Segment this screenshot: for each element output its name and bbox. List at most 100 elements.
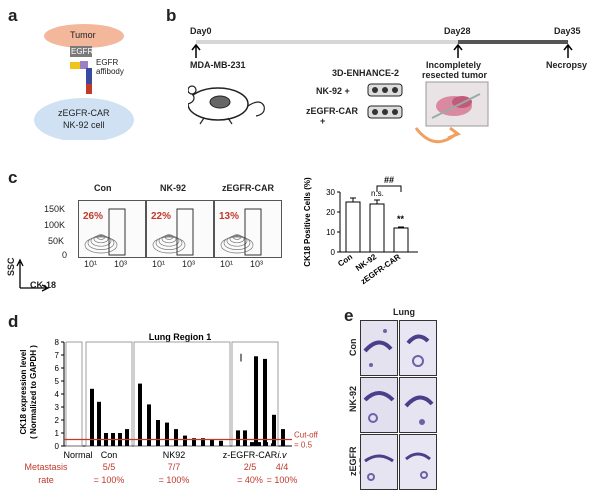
expression-bar <box>281 429 285 446</box>
facs-percent-nk92: 22% <box>151 211 172 222</box>
cell-line-label: MDA-MB-231 <box>190 60 246 70</box>
day35-arrow-icon <box>563 43 573 58</box>
histology-con-1 <box>360 320 398 376</box>
y-tick-label: 8 <box>55 338 60 347</box>
ck18-expression-chart: Lung Region 1 CK18 expression level( Norm… <box>19 332 319 485</box>
device-label: 3D-ENHANCE-2 <box>332 68 400 78</box>
nk-cell-shape <box>34 98 134 142</box>
expression-bar <box>165 422 169 446</box>
facs-contour-ring <box>232 234 242 240</box>
timeline-svg <box>177 40 573 144</box>
metastasis-ratio: 2/5 <box>244 462 257 472</box>
curved-arrow-icon <box>414 127 457 144</box>
significance-bracket <box>376 185 402 192</box>
x-tick-car-1: 10¹ <box>220 259 234 269</box>
facs-contour-ring <box>229 234 245 244</box>
facs-contour-ring <box>226 235 248 247</box>
x-tick-nk-1: 10¹ <box>152 259 166 269</box>
histology-car-1 <box>360 434 398 490</box>
panel-a-diagram: Tumor EGFR EGFR affibody zEGFR-CAR NK-92… <box>28 22 140 142</box>
group-label: Normal <box>63 450 92 460</box>
day0-label: Day0 <box>190 26 212 36</box>
tumor-label: Tumor <box>70 30 96 40</box>
panel-label-b: b <box>166 6 177 25</box>
facs-title-con: Con <box>94 183 112 193</box>
y-tick-label: 20 <box>326 208 335 217</box>
y-tick-150k: 150K <box>44 204 66 214</box>
panel-b-timeline: Day0 Day28 Day35 MDA-MB-231 3D-ENHANCE-2… <box>177 10 598 158</box>
y-tick-label: 6 <box>55 364 60 373</box>
panel-label-a: a <box>8 6 18 25</box>
metastasis-rate: = 100% <box>94 475 125 485</box>
category-label: Con <box>336 252 354 268</box>
facs-title-nk92: NK-92 <box>160 183 187 193</box>
expression-bar <box>263 358 267 446</box>
expression-bar <box>243 430 247 446</box>
expression-bar <box>236 430 240 446</box>
expression-bar <box>147 404 151 446</box>
panel-label-c: c <box>8 168 18 187</box>
facs-contour-ring <box>90 235 112 247</box>
device-icon-car <box>367 105 403 119</box>
car-treatment-label: zEGFR-CAR <box>306 106 358 116</box>
device-icon-nk92 <box>367 83 403 97</box>
facs-plot-nk92: 22% <box>146 200 214 258</box>
timeline-bar-dark <box>458 40 568 44</box>
x-tick-car-3: 10³ <box>250 259 264 269</box>
facs-plot-con: 26% <box>78 200 146 258</box>
y-tick-100k: 100K <box>44 220 66 230</box>
histology-nk92-1 <box>360 377 398 433</box>
metastasis-ratio: 5/5 <box>103 462 116 472</box>
car-label: zEGFR-CAR <box>58 108 110 118</box>
group-label: NK92 <box>163 450 186 460</box>
tumor-shape <box>44 24 124 48</box>
day28-label: Day28 <box>444 26 471 36</box>
expression-bar <box>219 440 223 446</box>
row-label-con: Con <box>348 338 358 357</box>
metastasis-ratio: 7/7 <box>168 462 181 472</box>
expression-bar <box>192 438 196 446</box>
y-tick-label: 10 <box>326 228 335 237</box>
timeline-bar-light <box>196 40 458 44</box>
facs-contour-ring <box>84 236 118 254</box>
expression-bar <box>201 438 205 446</box>
facs-contour-ring <box>93 234 109 244</box>
y-axis-title: CK18 Positive Cells (%) <box>303 177 312 267</box>
y-tick-label: 0 <box>55 442 60 451</box>
facs-contour-ring <box>164 234 174 240</box>
metastasis-rate: = 40% <box>237 475 263 485</box>
metastasis-rate: = 100% <box>267 475 298 485</box>
y-tick-label: 7 <box>55 351 60 360</box>
expression-bar <box>210 439 214 446</box>
day35-label: Day35 <box>554 26 581 36</box>
ssc-axis-label: SSC <box>6 257 16 276</box>
histology-car-2 <box>399 434 437 490</box>
expression-bar <box>257 442 261 446</box>
group-label: Con <box>101 450 118 460</box>
y-axis-title-2: ( Normalized to GAPDH ) <box>29 345 38 439</box>
x-tick-con-3: 10³ <box>114 259 128 269</box>
x-axis-arrow-icon <box>20 284 50 292</box>
y-tick-label: 30 <box>326 188 335 197</box>
ck18-axis-label: CK-18 <box>30 280 57 290</box>
affibody-block-purple <box>80 61 88 69</box>
facs-title-car: zEGFR-CAR <box>222 183 274 193</box>
expression-bar <box>97 401 101 446</box>
annotation-hash: ## <box>384 175 394 185</box>
expression-bar <box>125 429 129 446</box>
y-axis-arrow-icon <box>16 258 24 288</box>
necropsy-label: Necropsy <box>546 60 588 70</box>
resected-label-1: Incompletely <box>426 60 482 70</box>
y-tick-0: 0 <box>62 250 68 260</box>
y-tick-50k: 50K <box>48 236 65 246</box>
expression-bar <box>90 388 94 446</box>
rate-label: rate <box>38 475 54 485</box>
y-axis-title-1: CK18 expression level <box>19 350 28 435</box>
cutoff-value-label: = 0.5 <box>294 441 313 450</box>
expression-bar <box>183 435 187 446</box>
affibody-block-yellow <box>70 62 80 69</box>
egfr-receptor <box>70 46 92 57</box>
group-frame <box>85 341 133 447</box>
day28-arrow-icon <box>453 43 463 58</box>
